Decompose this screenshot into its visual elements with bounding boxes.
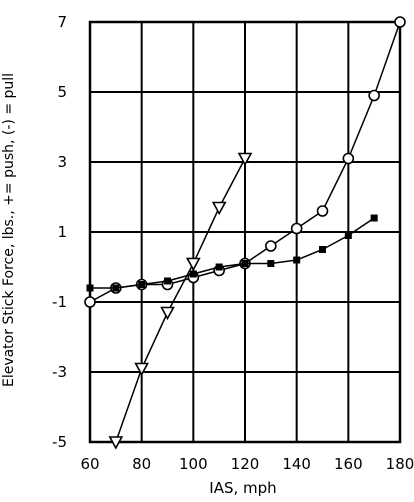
tick-labels: 60 80 100 120 140 160 180 -5 -3 -1 1 3 5 7: [52, 13, 414, 473]
y-tick-label: -3: [52, 363, 67, 381]
circle-marker: [84, 296, 96, 308]
triangle-marker: [185, 257, 201, 272]
y-tick-label: 1: [57, 223, 67, 241]
triangle-marker: [237, 152, 253, 167]
triangle-marker: [160, 306, 175, 321]
triangle-marker: [108, 436, 124, 450]
circle-marker: [265, 240, 277, 252]
square-marker: [370, 214, 378, 222]
x-tick-label: 140: [282, 455, 311, 473]
x-tick-label: 160: [334, 455, 363, 473]
series-triangle-down: [108, 152, 253, 450]
square-marker: [215, 263, 223, 271]
square-marker: [112, 284, 120, 292]
series-line: [115, 158, 246, 443]
x-tick-label: 180: [386, 455, 414, 473]
square-marker: [241, 260, 249, 267]
y-tick-label: 3: [57, 153, 67, 171]
circle-marker: [368, 89, 380, 102]
circle-marker: [316, 205, 329, 217]
square-marker: [86, 284, 94, 292]
y-axis-label: Elevator Stick Force, lbs., += push, (-)…: [1, 73, 17, 387]
square-marker: [344, 232, 352, 239]
series-layer: [84, 16, 406, 450]
x-axis-label: IAS, mph: [209, 479, 276, 497]
circle-marker: [290, 222, 303, 235]
series-square: [86, 214, 378, 292]
square-marker: [293, 256, 301, 264]
circle-marker: [342, 152, 355, 165]
x-tick-label: 80: [132, 455, 151, 473]
x-tick-label: 100: [179, 455, 208, 473]
series-line: [90, 217, 375, 289]
plot-frame: [88, 20, 402, 444]
triangle-marker: [211, 201, 227, 216]
x-tick-label: 60: [80, 455, 99, 473]
square-marker: [138, 281, 146, 288]
square-marker: [267, 260, 275, 267]
y-tick-label: -5: [52, 433, 67, 451]
y-tick-label: 5: [57, 83, 67, 101]
triangle-marker: [134, 362, 150, 377]
circle-marker: [394, 16, 406, 28]
square-marker: [164, 277, 171, 285]
x-tick-label: 120: [231, 455, 260, 473]
square-marker: [189, 270, 197, 278]
y-tick-label: -1: [52, 293, 67, 311]
square-marker: [319, 246, 326, 253]
y-tick-label: 7: [57, 13, 67, 31]
